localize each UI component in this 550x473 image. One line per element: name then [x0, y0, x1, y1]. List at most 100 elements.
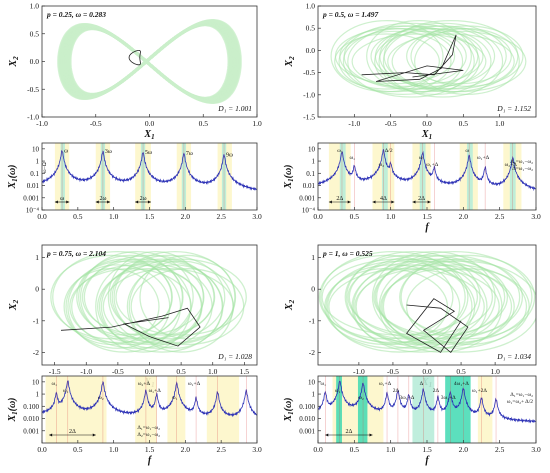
plot-area: ω₁ω₁ω₂Δ/2ωω₁+Δωω₁+Δω₂+ΔΔ₁=ω₁−ω₂Δ=ω₁−ω₂2Δ…	[318, 143, 536, 210]
attractor-orbit	[109, 258, 215, 336]
y-axis-label: X1(ω)	[7, 164, 19, 189]
x-tick-label: 1.0	[109, 445, 119, 454]
y-tick-label: 1	[36, 391, 40, 399]
x-tick-label: -1.0	[348, 119, 360, 128]
plot-area	[318, 250, 536, 353]
y-tick-label: -0.5	[27, 85, 39, 94]
arrow-head	[427, 200, 431, 204]
x-tick-label: 0.0	[145, 367, 155, 376]
attractor-orbit	[334, 33, 440, 90]
x-tick-label: -1.0	[353, 367, 365, 376]
arrow-head	[49, 433, 53, 437]
peak-label: 7ω	[186, 151, 193, 157]
panel-spectrum-p05: ω₁ω₁ω₂Δ/2ωω₁+Δωω₁+Δω₂+ΔΔ₁=ω₁−ω₂Δ=ω₁−ω₂2Δ…	[283, 142, 541, 233]
panel-spectrum-p025: ω 3ω 5ω 7ω 9ωω−Ωω 2ω 2ω0.0 0.5 1.0 1.5 2.0 2.5 3.010…	[7, 142, 262, 221]
frequency-band	[339, 143, 346, 210]
x-tick-label: 0.0	[37, 445, 47, 454]
x-tick-label: 2.0	[459, 445, 469, 454]
x-tick-label: 1.0	[490, 367, 500, 376]
x-tick-label: 1.5	[240, 367, 250, 376]
arrow-head	[347, 200, 351, 204]
x-axis-label: f	[425, 455, 430, 466]
x-axis-label: X1	[143, 129, 154, 141]
parameter-annotation: p = 0.25, ω = 0.283	[46, 10, 106, 19]
x-tick-label: 2.0	[181, 445, 191, 454]
peak-label: ω₂	[358, 395, 364, 401]
arrow-head	[391, 200, 395, 204]
peak-label: ω₁	[172, 395, 178, 401]
y-tick-label: 0.5	[30, 29, 40, 38]
dimension-annotation: D₁ = 1.028	[217, 352, 252, 361]
x-tick-label: 2.5	[216, 212, 226, 221]
attractor-band	[64, 21, 235, 102]
y-tick-label: 10⁻⁴	[26, 207, 40, 215]
arrow-head	[325, 433, 329, 437]
plot-area	[57, 19, 242, 104]
frequency-band	[357, 376, 368, 443]
attractor-orbit	[339, 25, 467, 87]
frequency-band	[477, 376, 493, 443]
plot-area	[330, 20, 527, 98]
arrow-head	[147, 200, 151, 204]
attractor-band	[68, 23, 231, 100]
x-tick-label: 2.0	[459, 212, 469, 221]
x-tick-label: 1.5	[422, 445, 432, 454]
attractor-band	[64, 21, 235, 102]
transient-trajectory	[60, 307, 201, 347]
y-axis-label: X2	[284, 299, 296, 311]
spacing-label: 2ω	[99, 196, 106, 202]
x-tick-label: 0.5	[73, 445, 83, 454]
x-tick-label: 3.0	[252, 212, 262, 221]
arrow-head	[328, 200, 332, 204]
attractor-band	[57, 19, 242, 104]
y-tick-label: 1.0	[30, 2, 40, 11]
arrow-head	[92, 433, 96, 437]
x-tick-label: -1.0	[80, 367, 92, 376]
x-tick-label: 2.5	[216, 445, 226, 454]
peak-label: ω₁+Δ	[188, 381, 201, 387]
attractor-orbit	[380, 268, 515, 346]
dimension-annotation: D₁ = 1.034	[496, 352, 531, 361]
spectrum-line	[318, 380, 536, 424]
x-tick-label: 0.5	[176, 367, 186, 376]
peak-label: ω₂+Δ	[505, 162, 518, 168]
x-tick-label: 0.5	[459, 119, 469, 128]
y-tick-label: 0.001	[299, 427, 315, 435]
x-tick-label: -0.5	[385, 119, 397, 128]
peak-label: Δ	[420, 381, 424, 387]
arrow-head	[372, 200, 376, 204]
plot-area	[50, 250, 247, 353]
x-tick-label: 1.0	[252, 119, 262, 128]
attractor-orbit	[371, 250, 496, 344]
y-tick-label: 0.100	[299, 403, 315, 411]
spacing-label: 2ω	[140, 196, 147, 202]
attractor-orbit	[374, 25, 496, 87]
attractor-band	[59, 20, 240, 103]
x-tick-label: -1.5	[49, 367, 61, 376]
attractor-band	[67, 22, 232, 101]
x-tick-label: 1.5	[145, 212, 155, 221]
arrow-head	[66, 200, 70, 204]
x-tick-label: 3.0	[252, 445, 262, 454]
attractor-band	[65, 22, 234, 101]
x-tick-label: -0.5	[387, 367, 399, 376]
attractor-orbit	[345, 250, 481, 344]
peak-label: ω₁+Δ	[477, 155, 490, 161]
attractor-band	[63, 21, 236, 102]
x-axis-label: f	[425, 222, 430, 233]
panel-phase-p1: -1.0-0.50.00.51.010-1-2X1X2p = 1, ω = 0.…	[284, 244, 537, 389]
peak-label: 2Δ	[433, 388, 440, 394]
panel-phase-p075: -1.5-1.0-0.50.00.51.01.510-1-2X1X2p = 0.…	[8, 244, 258, 389]
parameter-annotation: p = 1, ω = 0.525	[322, 249, 373, 258]
spacing-label: 2Δ	[336, 196, 343, 202]
y-tick-label: 1	[312, 158, 316, 166]
frequency-band	[445, 376, 471, 443]
arrow-head	[54, 200, 58, 204]
x-tick-label: -1.0	[36, 119, 48, 128]
y-tick-label: 0.001	[299, 194, 315, 202]
dimension-annotation: D₁ = 1.001	[217, 104, 252, 113]
y-tick-label: 10	[32, 378, 40, 386]
arrow-head	[412, 200, 416, 204]
x-tick-label: 0.5	[350, 212, 360, 221]
